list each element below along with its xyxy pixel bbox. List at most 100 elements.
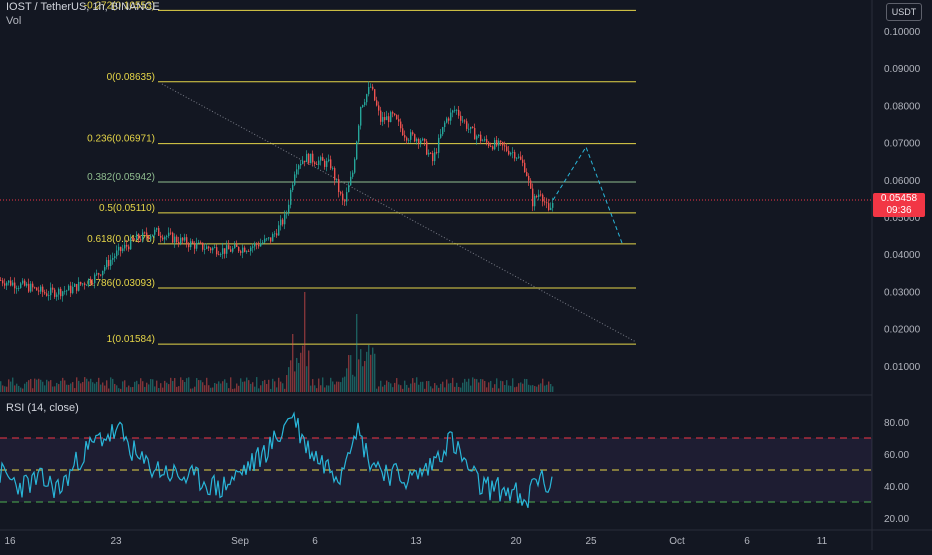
volume-bar (356, 314, 358, 392)
rsi-title[interactable]: RSI (14, close) (6, 402, 79, 414)
candle-body (114, 256, 116, 258)
candle-body (244, 247, 246, 252)
volume-bar (462, 382, 464, 392)
candle-body (236, 244, 238, 247)
candle-body (108, 260, 110, 266)
candle-body (234, 244, 236, 249)
candle-body (524, 162, 526, 173)
volume-bar (348, 355, 350, 392)
candle-body (320, 157, 322, 161)
volume-bar (94, 383, 96, 392)
candle-body (408, 139, 410, 141)
volume-bar (384, 384, 386, 392)
volume-bar (236, 383, 238, 392)
candle-body (232, 248, 234, 252)
candle-body (202, 242, 204, 250)
volume-bar (256, 377, 258, 392)
candle-body (522, 159, 524, 163)
volume-bar (296, 357, 298, 392)
volume-bar (486, 387, 488, 392)
candle-body (488, 142, 490, 147)
volume-bar (402, 388, 404, 392)
time-axis-tick: 20 (510, 536, 522, 547)
candle-body (42, 286, 44, 293)
price-axis-tick: 0.02000 (884, 325, 921, 336)
candle-body (384, 117, 386, 121)
volume-bar (370, 354, 372, 392)
volume-bar (240, 378, 242, 392)
candle-body (498, 140, 500, 146)
candle-body (52, 287, 54, 290)
rsi-axis-tick: 20.00 (884, 514, 909, 525)
candle-body (544, 201, 546, 203)
candle-body (378, 105, 380, 111)
candle-body (478, 134, 480, 137)
volume-bar (532, 385, 534, 392)
volume-bar (500, 380, 502, 392)
candle-body (410, 132, 412, 140)
candle-body (480, 134, 482, 142)
candle-body (140, 239, 142, 241)
volume-bar (192, 388, 194, 392)
candle-body (192, 241, 194, 244)
volume-bar (244, 381, 246, 392)
candle-body (500, 140, 502, 142)
volume-bar (122, 381, 124, 392)
candle-body (374, 89, 376, 101)
volume-bar (514, 387, 516, 392)
candle-body (390, 112, 392, 123)
volume-bar (104, 385, 106, 392)
volume-bar (528, 384, 530, 392)
candle-body (162, 237, 164, 240)
candle-body (546, 202, 548, 204)
candle-body (100, 274, 102, 276)
candle-body (274, 233, 276, 235)
currency-button[interactable]: USDT (886, 3, 922, 21)
volume-bar (360, 349, 362, 392)
volume-bar (120, 388, 122, 392)
rsi-axis-tick: 80.00 (884, 418, 909, 429)
candle-body (132, 237, 134, 240)
volume-bar (468, 378, 470, 392)
candle-body (328, 159, 330, 161)
candle-body (552, 202, 554, 208)
volume-bar (28, 380, 30, 392)
volume-bar (12, 377, 14, 392)
volume-bar (372, 347, 374, 392)
candle-body (102, 270, 104, 276)
candle-body (252, 246, 254, 248)
fib-level-label: 1(0.01584) (107, 334, 155, 345)
candle-body (146, 232, 148, 237)
candle-body (506, 146, 508, 151)
symbol-title[interactable]: IOST / TetherUS, 1h, BINANCE (6, 1, 160, 13)
volume-bar (24, 383, 26, 392)
candle-body (182, 237, 184, 241)
volume-bar (456, 382, 458, 392)
candle-body (168, 232, 170, 237)
candle-body (494, 140, 496, 150)
volume-bar (98, 377, 100, 392)
candle-body (136, 234, 138, 240)
volume-bar (334, 384, 336, 392)
candle-body (6, 282, 8, 286)
candle-body (492, 146, 494, 150)
candle-body (90, 278, 92, 284)
volume-bar (184, 381, 186, 392)
volume-bar (222, 381, 224, 392)
volume-bar (378, 386, 380, 392)
volume-bar (6, 386, 8, 392)
candle-body (184, 237, 186, 241)
candle-body (280, 219, 282, 226)
volume-bar (106, 380, 108, 392)
volume-bar (496, 378, 498, 392)
volume-bar (124, 380, 126, 392)
candle-body (226, 245, 228, 254)
candle-body (386, 116, 388, 121)
candle-body (16, 288, 18, 289)
candle-body (510, 152, 512, 155)
volume-bar (506, 380, 508, 392)
volume-bar (254, 386, 256, 392)
volume-bar (264, 379, 266, 392)
